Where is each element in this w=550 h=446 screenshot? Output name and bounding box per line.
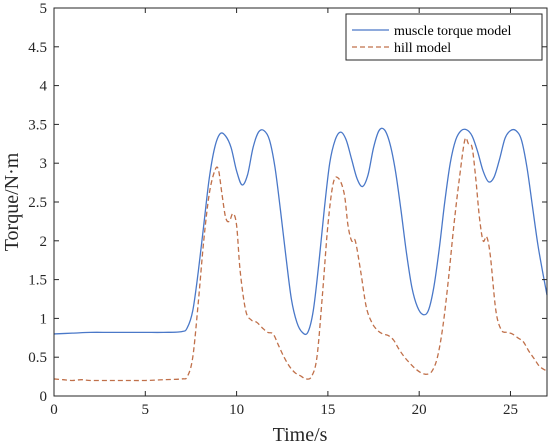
ticks-layer: 0 5 10 15 20 25 0 0.5 1 1.5 2 2.5 3 3.5 4 4.5 5 bbox=[28, 1, 547, 418]
y-tick-label: 4.5 bbox=[28, 40, 47, 56]
x-axis-title: Time/s bbox=[273, 424, 328, 446]
x-tick-label: 5 bbox=[142, 402, 150, 418]
y-tick-label: 0 bbox=[40, 389, 48, 405]
legend: muscle torque model hill model bbox=[345, 13, 543, 61]
y-tick-label: 3 bbox=[40, 156, 48, 172]
series-line-hill-model bbox=[53, 137, 548, 382]
y-tick-label: 4 bbox=[40, 79, 48, 95]
y-tick-label: 1.5 bbox=[28, 273, 47, 289]
legend-label-muscle-torque-model: muscle torque model bbox=[394, 24, 512, 39]
series-layer bbox=[53, 127, 548, 382]
x-tick-label: 25 bbox=[503, 402, 518, 418]
legend-label-hill-model: hill model bbox=[394, 41, 451, 56]
y-tick-label: 5 bbox=[40, 1, 48, 17]
x-tick-label: 15 bbox=[320, 402, 335, 418]
x-tick-label: 20 bbox=[412, 402, 427, 418]
y-tick-label: 0.5 bbox=[28, 350, 47, 366]
x-tick-label: 0 bbox=[50, 402, 58, 418]
y-tick-label: 1 bbox=[40, 311, 48, 327]
y-tick-label: 2.5 bbox=[28, 195, 47, 211]
x-tick-label: 10 bbox=[229, 402, 244, 418]
legend-box bbox=[345, 13, 543, 61]
y-axis-title: Torque/N·m bbox=[1, 152, 23, 251]
y-tick-label: 2 bbox=[40, 234, 48, 250]
y-tick-label: 3.5 bbox=[28, 117, 47, 133]
series-line-muscle-torque-model bbox=[53, 127, 548, 336]
